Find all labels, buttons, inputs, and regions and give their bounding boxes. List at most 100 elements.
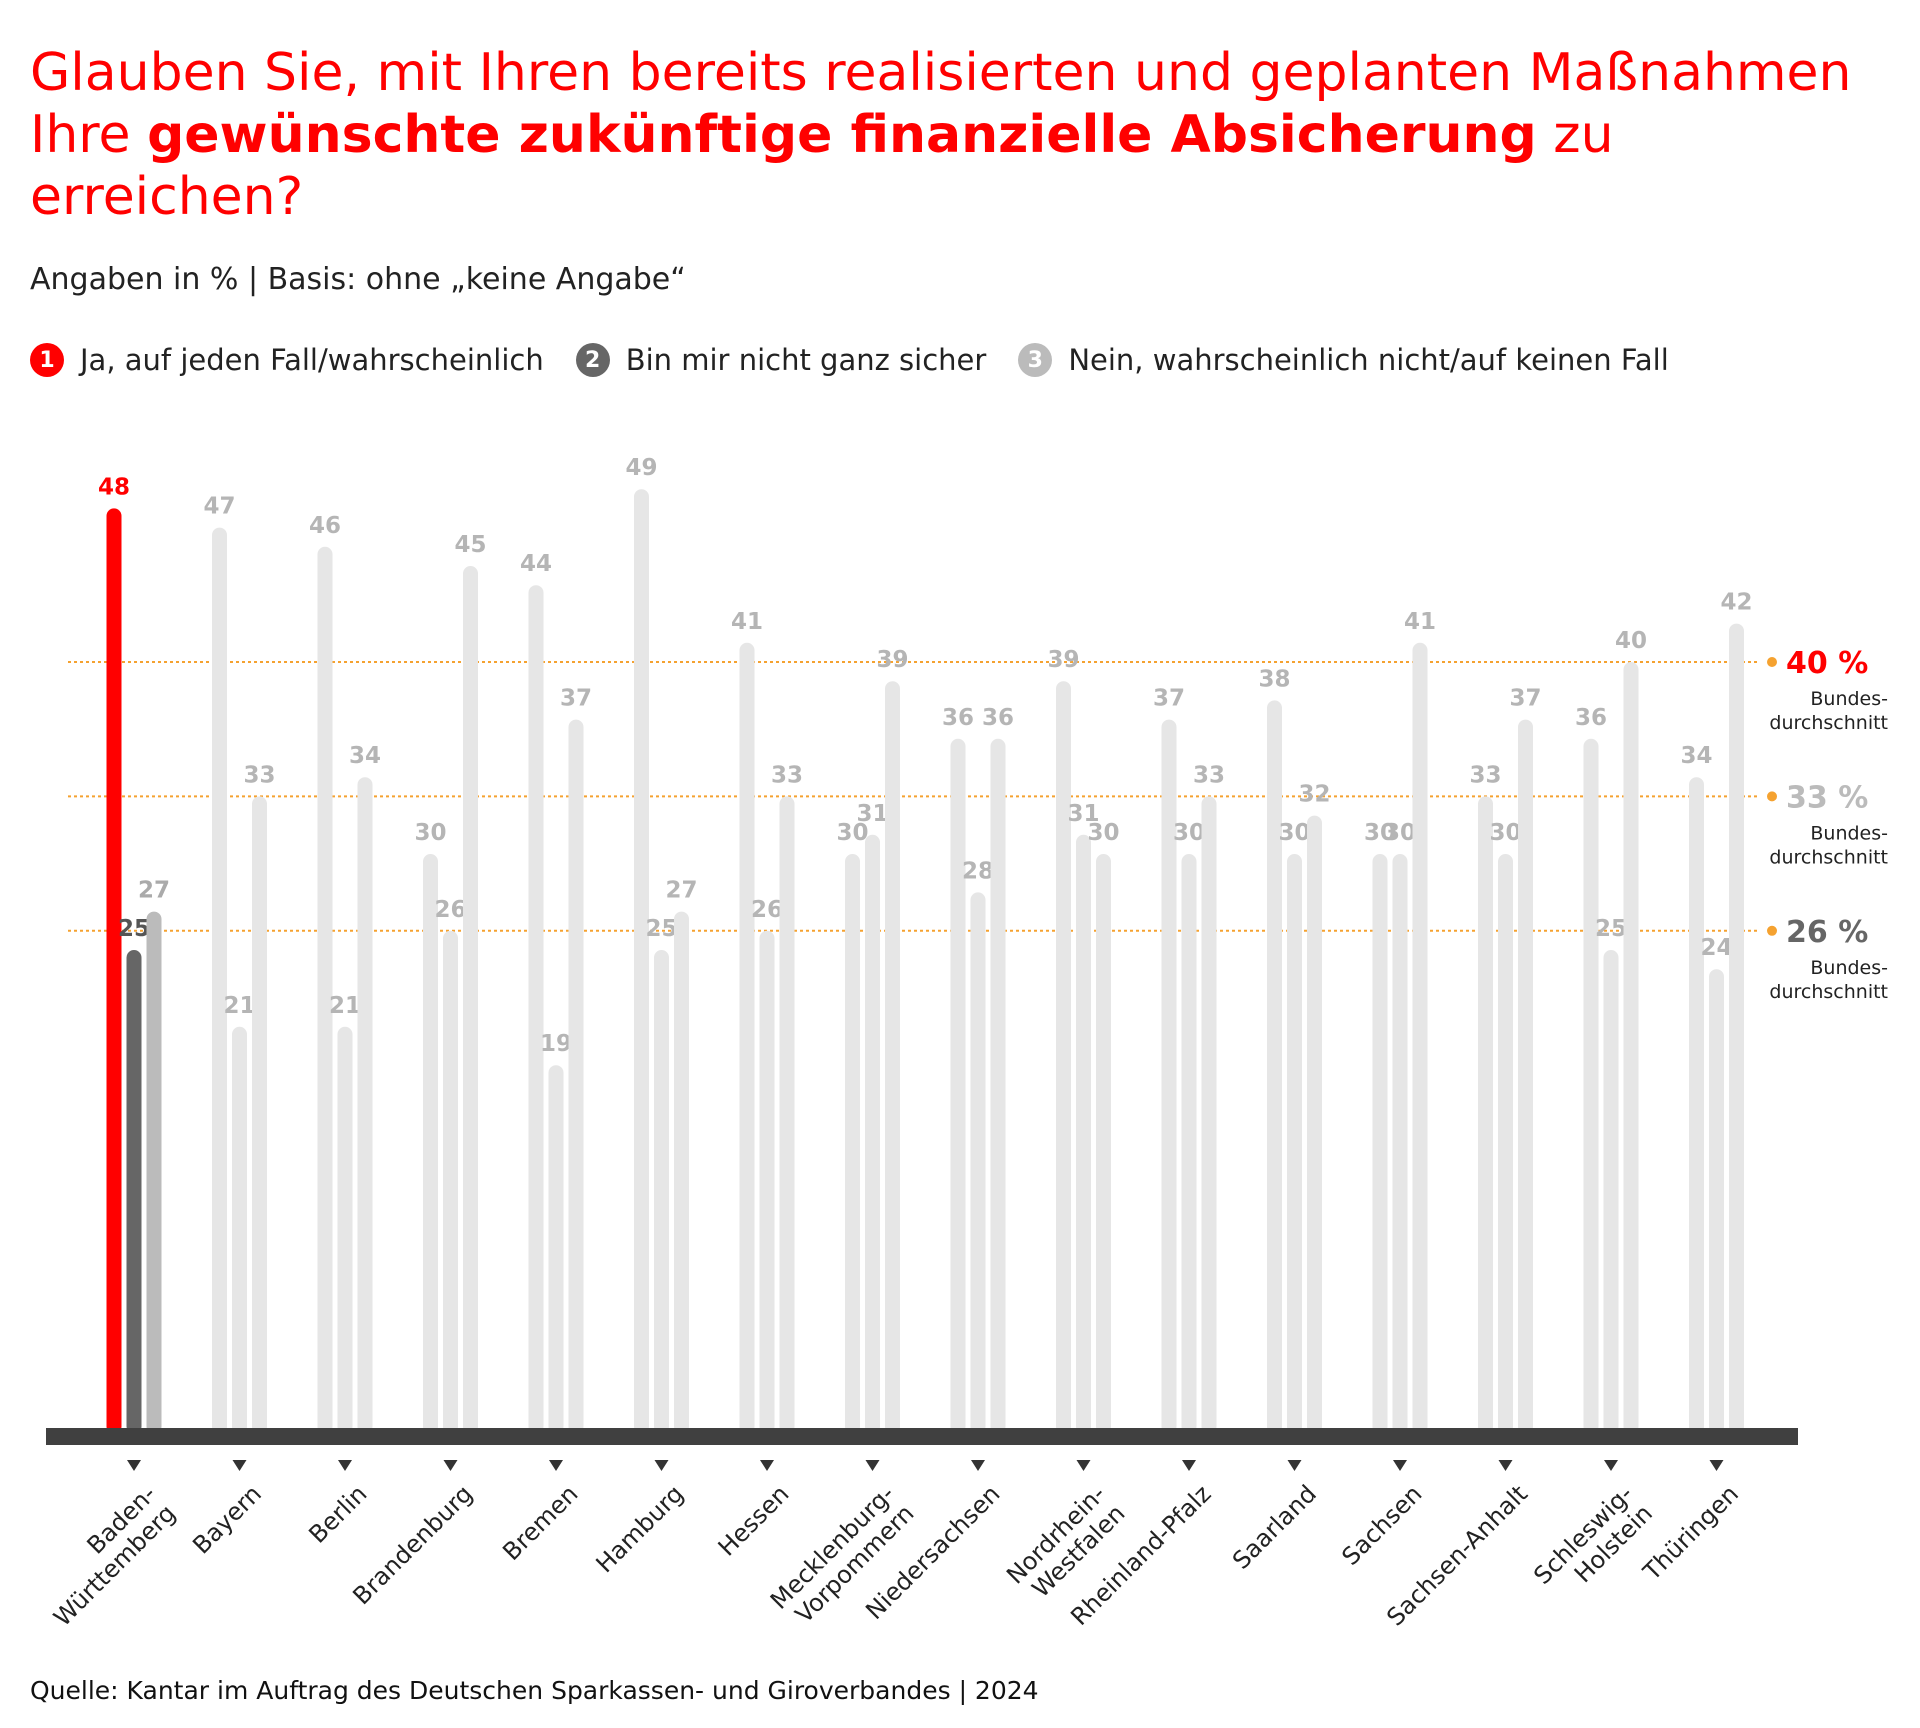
category-label-hamburg: Hamburg [591,1480,689,1578]
bar-hessen-s2 [759,930,775,1434]
title-part1: Glauben Sie, mit Ihren bereits realisier… [30,43,1852,165]
source-note: Quelle: Kantar im Auftrag des Deutschen … [30,1676,1039,1705]
bar-nordrhein-westfalen-s3 [1096,854,1111,1434]
data-label-hamburg-s1: 49 [625,455,657,481]
chart-subtitle: Angaben in % | Basis: ohne „keine Angabe… [30,262,686,297]
bar-niedersachsen-s2 [970,892,986,1434]
category-label-sachsen: Sachsen [1336,1480,1427,1571]
bar-sachsen-s2 [1392,854,1408,1434]
bar-nordrhein-westfalen-s1 [1056,681,1071,1434]
tick-marker-nordrhein-westfalen [1076,1460,1091,1471]
tick-marker-brandenburg [443,1460,458,1471]
bar-hamburg-s1 [634,489,649,1434]
data-label-bremen-s2: 19 [540,1031,572,1057]
data-label-berlin-s1: 46 [309,513,341,539]
legend-number-1-icon: 1 [30,343,64,377]
category-label-bremen: Bremen [497,1480,583,1566]
tick-marker-sachsen-anhalt [1498,1460,1513,1471]
legend-label-nein: Nein, wahrscheinlich nicht/auf keinen Fa… [1068,343,1669,377]
data-label-niedersachsen-s2: 28 [962,858,994,884]
data-label-rheinland-pfalz-s1: 37 [1153,686,1185,712]
title-bold: gewünschte zukünftige finanzielle Absich… [147,105,1537,165]
bar-saarland-s1 [1267,700,1282,1434]
bar-th-ringen-s2 [1709,969,1724,1434]
bar-berlin-s1 [317,546,333,1434]
tick-marker-th-ringen [1709,1460,1724,1471]
data-label-brandenburg-s2: 26 [434,897,466,923]
data-label-nordrhein-westfalen-s2: 31 [1067,801,1099,827]
bar-sachsen-s3 [1412,642,1428,1434]
data-label-hessen-s1: 41 [731,609,763,635]
bar-sachsen-s1 [1372,854,1388,1434]
bar-sachsen-anhalt-s2 [1498,854,1513,1434]
legend-item-nein: 3 Nein, wahrscheinlich nicht/auf keinen … [1018,343,1669,377]
bar-hamburg-s2 [654,950,669,1434]
bar-rheinland-pfalz-s2 [1181,854,1197,1434]
bar-berlin-s2 [337,1026,353,1434]
bar-bremen-s1 [528,585,544,1434]
data-label-saarland-s1: 38 [1258,666,1290,692]
bar-brandenburg-s3 [463,566,478,1434]
category-label-berlin: Berlin [303,1480,372,1549]
average-value-label-33: 33 % [1786,780,1868,815]
data-label-mecklenburg-vorpommern-s3: 39 [876,647,908,673]
bar-nordrhein-westfalen-s2 [1076,834,1091,1434]
data-label-berlin-s2: 21 [329,993,361,1019]
data-label-sachsen-anhalt-s3: 37 [1509,686,1541,712]
data-label-sachsen-s1: 30 [1364,820,1396,846]
bar-bayern-s2 [232,1026,247,1434]
chart-title: Glauben Sie, mit Ihren bereits realisier… [30,42,1890,228]
bar-mecklenburg-vorpommern-s1 [845,854,860,1434]
tick-marker-saarland [1287,1460,1302,1471]
average-dot-33 [1767,791,1777,802]
data-label-bayern-s3: 33 [243,762,275,788]
data-label-baden-w-rttemberg-s3: 27 [138,878,170,904]
data-label-mecklenburg-vorpommern-s2: 31 [856,801,888,827]
category-label-bayern: Bayern [187,1480,267,1560]
legend-item-ja: 1 Ja, auf jeden Fall/wahrscheinlich [30,343,544,377]
data-label-sachsen-anhalt-s2: 30 [1489,820,1521,846]
tick-marker-bayern [232,1460,247,1471]
category-label-line: Saarland [1227,1480,1322,1575]
bar-bremen-s3 [568,719,584,1434]
data-label-baden-w-rttemberg-s2: 25 [118,916,150,942]
data-label-schleswig-holstein-s2: 25 [1595,916,1627,942]
tick-marker-berlin [338,1460,352,1471]
data-label-nordrhein-westfalen-s1: 39 [1047,647,1079,673]
data-label-niedersachsen-s3: 36 [982,705,1014,731]
average-note-33-0: Bundes- [1810,822,1888,844]
category-label-line: Hessen [713,1480,795,1562]
category-label-schleswig-holstein: Schleswig-Holstein [1528,1480,1658,1610]
bar-brandenburg-s2 [443,930,458,1434]
legend-item-unsicher: 2 Bin mir nicht ganz sicher [575,343,987,377]
average-note-33-1: durchschnitt [1769,846,1888,868]
average-note-26-0: Bundes- [1810,957,1888,979]
category-label-line: Hamburg [591,1480,689,1578]
legend: 1 Ja, auf jeden Fall/wahrscheinlich 2 Bi… [30,340,1701,380]
category-label-th-ringen: Thüringen [1637,1480,1744,1587]
data-label-berlin-s3: 34 [349,743,381,769]
bar-schleswig-holstein-s1 [1583,738,1599,1434]
category-label-line: Bayern [187,1480,267,1560]
data-label-bayern-s1: 47 [203,494,235,520]
category-label-line: Thüringen [1637,1480,1744,1587]
tick-marker-baden-w-rttemberg [127,1460,141,1471]
data-label-rheinland-pfalz-s3: 33 [1193,762,1225,788]
average-value-label-40: 40 % [1786,646,1868,681]
data-label-niedersachsen-s1: 36 [942,705,974,731]
data-label-rheinland-pfalz-s2: 30 [1173,820,1205,846]
bar-schleswig-holstein-s2 [1603,950,1619,1434]
data-label-baden-w-rttemberg-s1: 48 [98,474,130,500]
bar-th-ringen-s1 [1689,777,1704,1434]
bar-saarland-s2 [1287,854,1302,1434]
data-label-nordrhein-westfalen-s3: 30 [1087,820,1119,846]
data-label-bayern-s2: 21 [223,993,255,1019]
title-part2: zu erreichen? [30,105,1614,227]
legend-label-unsicher: Bin mir nicht ganz sicher [625,343,987,377]
average-note-40-0: Bundes- [1810,688,1888,710]
average-dot-26 [1767,925,1777,936]
bar-baden-w-rttemberg-s1 [106,508,122,1434]
data-label-hamburg-s2: 25 [645,916,677,942]
data-label-hessen-s3: 33 [771,762,803,788]
data-label-sachsen-s3: 41 [1404,609,1436,635]
